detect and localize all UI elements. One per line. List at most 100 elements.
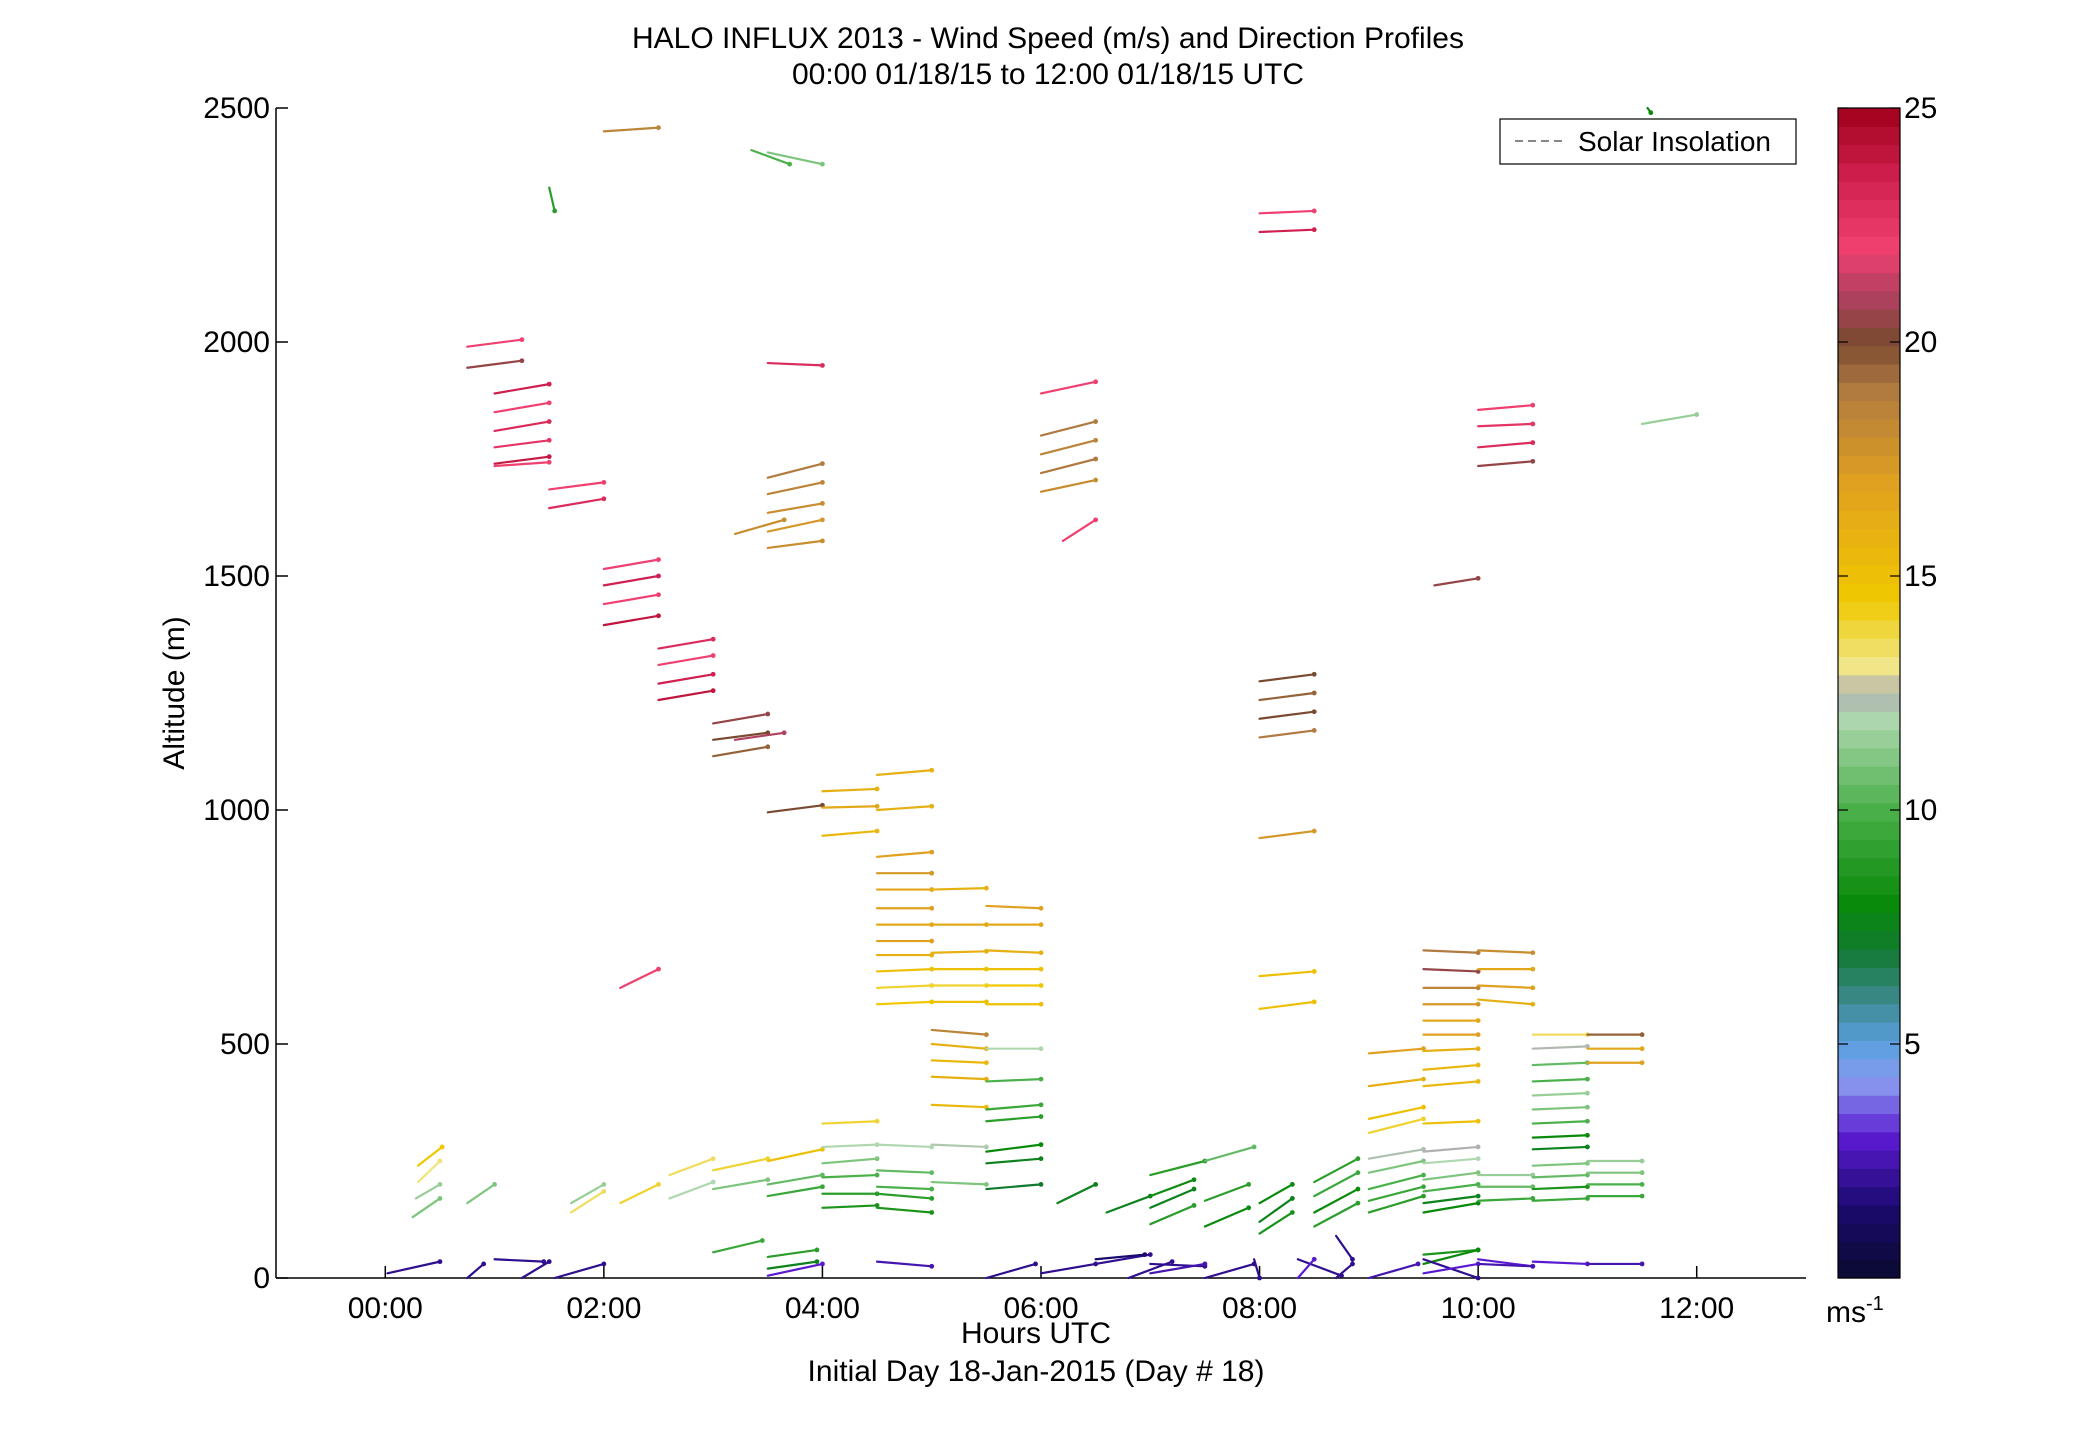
wind-vector [1531,1045,1589,1050]
wind-vector [602,593,660,606]
colorbar-band [1838,656,1900,676]
wind-vector [875,1260,933,1268]
wind-vector-head [1038,966,1044,972]
wind-vector-head [929,905,935,911]
wind-vector [766,1262,824,1277]
wind-vector [1433,577,1480,587]
wind-vector-head [1311,709,1317,715]
wind-vector [1477,1197,1534,1202]
wind-vector [1422,1194,1480,1205]
wind-vector-head [601,1189,607,1194]
wind-vector [602,574,660,587]
wind-vector-head [1257,1275,1262,1281]
wind-vector [493,461,551,468]
y-axis-label: Altitude (m) [158,616,191,769]
colorbar-tick-label: 20 [1904,326,1937,359]
wind-vector [493,383,551,395]
x-tick-label: 08:00 [1222,1292,1297,1325]
wind-vector-head [1355,1170,1361,1176]
wind-vector-head [1475,575,1481,581]
wind-vector-head [1421,1193,1426,1199]
wind-vector [875,1206,933,1214]
wind-vector-head [1421,1076,1426,1082]
wind-vector [712,731,769,741]
wind-vector-head [765,711,771,717]
wind-vector [1334,1234,1354,1261]
colorbar-band [1838,912,1900,932]
wind-vector [985,904,1043,910]
wind-vector [1531,1260,1589,1266]
wind-vector-head [1038,1001,1044,1007]
wind-vector-head [1033,1261,1038,1267]
wind-vector [466,338,523,348]
wind-vector-head [1191,1177,1197,1183]
wind-vector-head [1475,1193,1481,1199]
wind-vector-head [1475,1079,1481,1084]
wind-vector [875,851,933,858]
wind-vector [1422,1145,1480,1153]
wind-vector [766,502,824,514]
wind-vector-head [1585,1196,1590,1201]
wind-vector [1334,1262,1354,1280]
wind-vector [1203,1206,1250,1228]
wind-vector [985,1077,1043,1083]
x-axis-sublabel: Initial Day 18-Jan-2015 (Day # 18) [808,1355,1265,1388]
wind-vector [493,420,551,433]
colorbar-gradient [1838,108,1900,1279]
wind-vector-head [1648,110,1654,116]
wind-vector [985,1143,1043,1153]
wind-vector [1531,1185,1589,1191]
wind-vector [821,1143,879,1149]
wind-vector [875,769,933,777]
wind-vector-head [1639,1182,1645,1187]
wind-vector-head [601,1261,607,1267]
wind-vector [1531,1145,1589,1151]
wind-vector [414,1183,442,1200]
wind-vector-head [983,1060,989,1066]
wind-vector [766,462,824,479]
wind-vector [1367,1173,1425,1191]
colorbar-tick-label: 25 [1904,92,1937,125]
wind-vector-head [1311,690,1317,696]
colorbar-band [1838,674,1900,694]
wind-vector-head [492,1182,497,1187]
wind-vector-head [1475,1018,1481,1023]
wind-vector-head [1421,1104,1426,1110]
wind-vector [416,1159,442,1184]
wind-vector-head [437,1196,443,1201]
wind-vector-head [1038,1076,1044,1082]
y-tick-label: 1500 [203,560,270,593]
colorbar-band [1838,217,1900,237]
wind-vector-head [929,952,935,958]
wind-vector [1258,829,1316,840]
wind-vector [1531,1173,1589,1179]
wind-vector-head [820,802,825,808]
wind-vector [821,1204,879,1209]
wind-vector [1056,1183,1097,1205]
wind-vector [1477,949,1534,954]
y-tick-label: 1000 [203,794,270,827]
wind-vector [1477,984,1534,989]
colorbar-band [1838,967,1900,987]
wind-vector [548,186,556,213]
wind-vector-head [1289,1196,1295,1201]
colorbar-band [1838,565,1900,584]
legend: Solar Insolation [1499,118,1797,165]
colorbar-band [1838,309,1900,328]
colorbar-band [1838,126,1900,146]
wind-vector [930,950,988,954]
wind-vector [766,1248,819,1259]
wind-vector [1367,1117,1425,1135]
wind-vector [657,673,715,685]
wind-vector [821,1120,879,1125]
wind-vector-head [874,803,880,809]
wind-vector [766,481,824,496]
colorbar-band [1838,455,1900,475]
wind-vector-head [1038,983,1044,988]
wind-vector-head [929,767,935,773]
wind-vector-head [1289,1182,1295,1187]
wind-vector-head [601,1182,607,1187]
wind-vector [985,1262,1037,1280]
wind-vector [416,1145,444,1167]
